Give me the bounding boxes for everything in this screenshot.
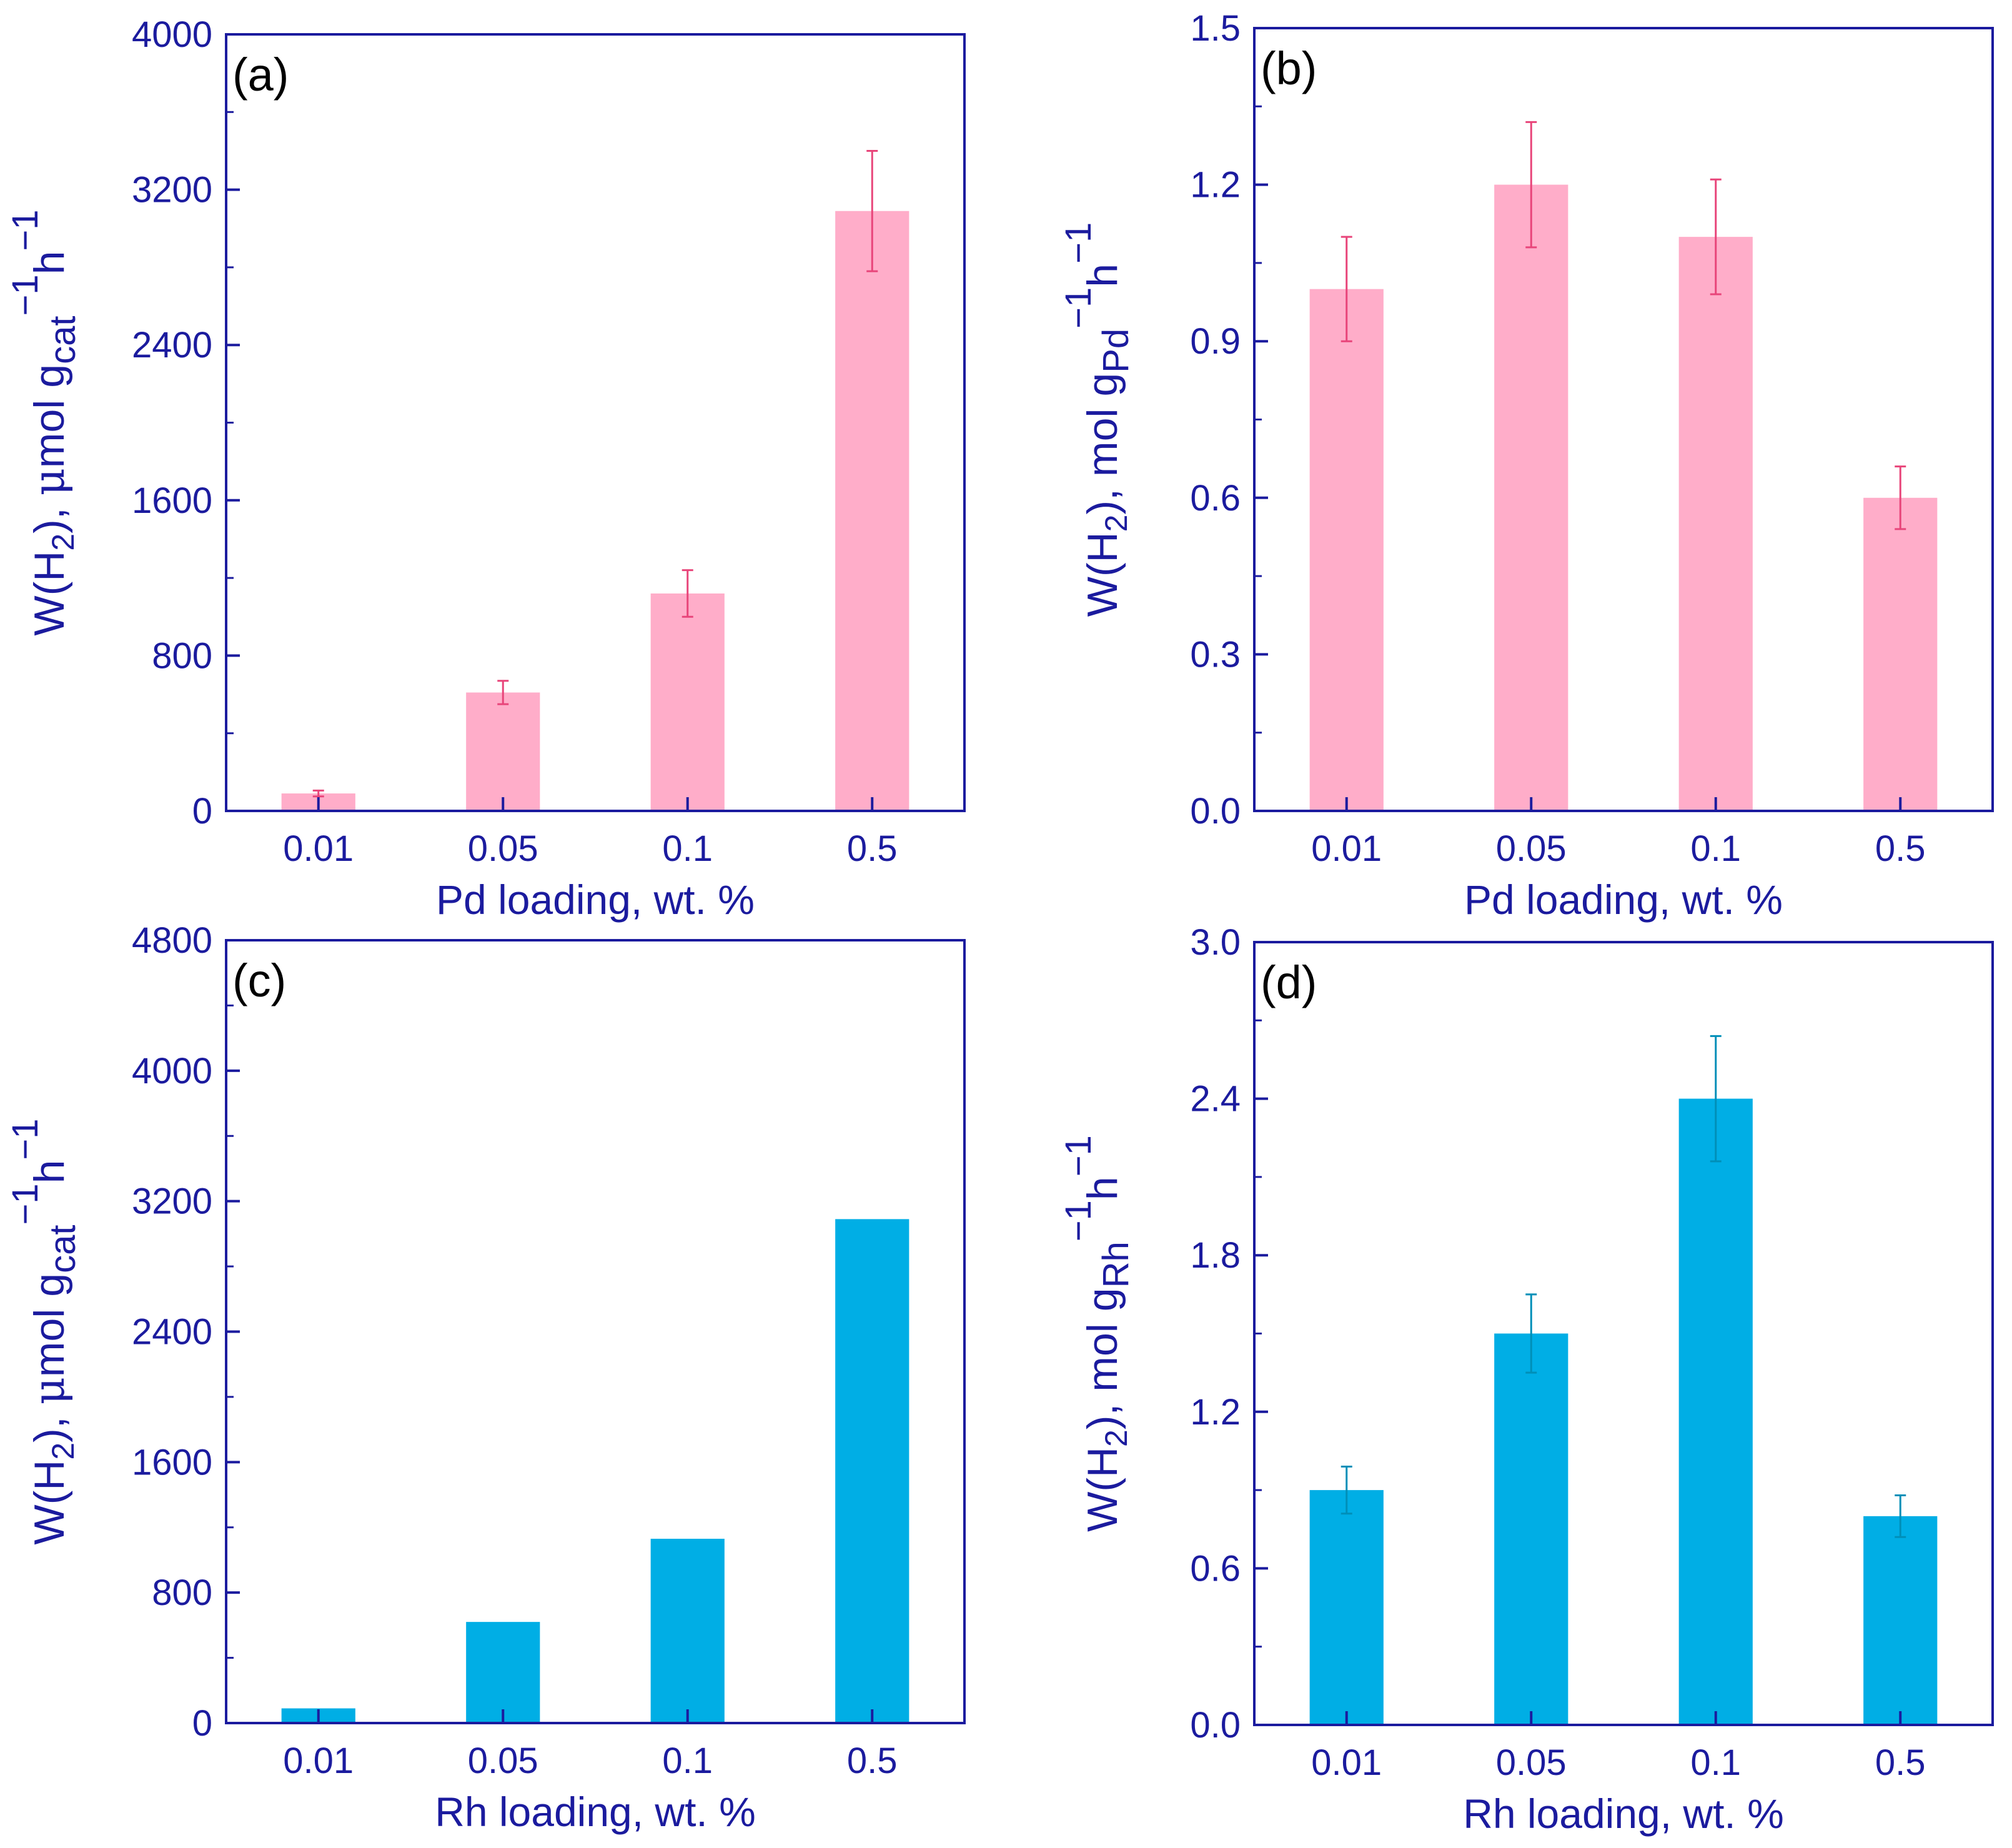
y-tick-label-a-3: 2400 <box>132 325 212 365</box>
panel-label-b: (b) <box>1261 42 1317 94</box>
chart-panel-b: 0.0 0.3 0.6 0.9 1.2 1.5 0.01 0.05 0.1 0.5 Pd loadi… <box>1058 8 1994 923</box>
x-axis-title-d: Rh loading, wt. % <box>1463 1791 1784 1837</box>
error-bar-b-0 <box>1341 236 1352 342</box>
bar-c-3 <box>835 1219 909 1723</box>
x-tick-label-b-0: 0.01 <box>1311 828 1382 869</box>
error-bar-b-3 <box>1895 465 1906 530</box>
y-tick-label-c-0: 0 <box>192 1703 212 1744</box>
x-tick-label-a-1: 0.05 <box>468 828 538 869</box>
x-tick-label-d-3: 0.5 <box>1875 1742 1926 1783</box>
bar-c-2 <box>650 1539 725 1723</box>
x-axis-title-a: Pd loading, wt. % <box>436 877 755 923</box>
x-tick-label-c-0: 0.01 <box>283 1741 354 1781</box>
chart-panel-d: 0.0 0.6 1.2 1.8 2.4 3.0 0.01 0.05 0.1 0.5 Rh loadi… <box>1058 922 1994 1837</box>
y-tick-label-c-4: 3200 <box>132 1181 212 1222</box>
x-tick-label-a-0: 0.01 <box>283 828 354 869</box>
error-bar-b-2 <box>1710 178 1722 296</box>
y-axis-title-d: W(H2), mol gRh−1h−1 <box>1058 1135 1136 1532</box>
y-axis-title-c: W(H2), μmol gcat−1h−1 <box>5 1118 83 1544</box>
y-tick-label-b-1: 0.3 <box>1190 634 1241 675</box>
y-axis-title-b: W(H2), mol gPd−1h−1 <box>1058 222 1136 617</box>
y-tick-label-d-3: 1.8 <box>1190 1235 1241 1276</box>
bar-c-1 <box>466 1622 540 1723</box>
x-tick-label-b-2: 0.1 <box>1690 828 1741 869</box>
x-tick-label-d-0: 0.01 <box>1311 1742 1382 1783</box>
bar-d-1 <box>1494 1333 1568 1725</box>
y-tick-label-c-1: 800 <box>152 1572 212 1613</box>
y-tick-label-a-4: 3200 <box>132 170 212 211</box>
bar-b-0 <box>1309 289 1384 812</box>
y-tick-label-a-2: 1600 <box>132 480 212 521</box>
y-tick-label-d-4: 2.4 <box>1190 1079 1241 1120</box>
panel-label-d: (d) <box>1261 956 1317 1008</box>
x-tick-label-a-2: 0.1 <box>662 828 713 869</box>
y-tick-label-d-5: 3.0 <box>1190 922 1241 963</box>
y-tick-label-b-2: 0.6 <box>1190 478 1241 519</box>
y-tick-label-c-6: 4800 <box>132 920 212 961</box>
y-tick-label-b-4: 1.2 <box>1190 165 1241 206</box>
panel-label-c: (c) <box>232 955 286 1006</box>
y-axis-title-a: W(H2), μmol gcat−1h−1 <box>5 209 83 635</box>
bar-a-2 <box>650 593 725 811</box>
bar-b-1 <box>1494 184 1568 812</box>
chart-panel-c: 0 800 1600 2400 3200 4000 4800 0.01 0.05 0.1 0.5 Rh… <box>5 920 966 1835</box>
y-tick-label-c-2: 1600 <box>132 1442 212 1483</box>
bar-d-3 <box>1863 1516 1938 1725</box>
x-tick-label-b-3: 0.5 <box>1875 828 1926 869</box>
y-tick-label-c-3: 2400 <box>132 1312 212 1353</box>
x-axis-title-b: Pd loading, wt. % <box>1464 877 1783 923</box>
error-bar-a-3 <box>866 149 878 272</box>
bar-b-2 <box>1678 237 1753 812</box>
bar-d-2 <box>1678 1098 1753 1725</box>
error-bar-a-0 <box>312 789 324 798</box>
x-tick-label-a-3: 0.5 <box>847 828 898 869</box>
x-tick-label-d-2: 0.1 <box>1690 1742 1741 1783</box>
error-bar-a-1 <box>497 680 509 705</box>
error-bar-d-0 <box>1341 1466 1352 1515</box>
x-tick-label-c-3: 0.5 <box>847 1741 898 1781</box>
x-tick-label-c-2: 0.1 <box>662 1741 713 1781</box>
y-tick-label-d-2: 1.2 <box>1190 1392 1241 1433</box>
y-tick-label-c-5: 4000 <box>132 1051 212 1091</box>
y-tick-label-b-0: 0.0 <box>1190 791 1241 832</box>
error-bar-d-1 <box>1525 1293 1537 1374</box>
x-tick-label-c-1: 0.05 <box>468 1741 538 1781</box>
y-tick-label-b-5: 1.5 <box>1190 8 1241 49</box>
panel-label-a: (a) <box>232 49 289 101</box>
error-bar-b-1 <box>1525 121 1537 249</box>
bar-a-1 <box>466 692 540 811</box>
y-tick-label-a-5: 4000 <box>132 14 212 55</box>
y-tick-label-b-3: 0.9 <box>1190 321 1241 362</box>
y-tick-label-a-1: 800 <box>152 635 212 676</box>
y-tick-label-a-0: 0 <box>192 791 212 832</box>
chart-panel-a: 0 800 1600 2400 3200 4000 0.01 0.05 0.1 0.5 Pd loa… <box>5 14 966 923</box>
error-bar-d-2 <box>1710 1035 1722 1163</box>
y-tick-label-d-1: 0.6 <box>1190 1548 1241 1589</box>
bar-a-3 <box>835 211 909 812</box>
bar-d-0 <box>1309 1490 1384 1725</box>
x-axis-title-c: Rh loading, wt. % <box>435 1789 756 1835</box>
error-bar-d-3 <box>1895 1494 1906 1538</box>
bar-b-3 <box>1863 497 1938 811</box>
error-bar-a-2 <box>681 569 693 618</box>
x-tick-label-d-1: 0.05 <box>1496 1742 1567 1783</box>
y-tick-label-d-0: 0.0 <box>1190 1705 1241 1746</box>
x-tick-label-b-1: 0.05 <box>1496 828 1567 869</box>
